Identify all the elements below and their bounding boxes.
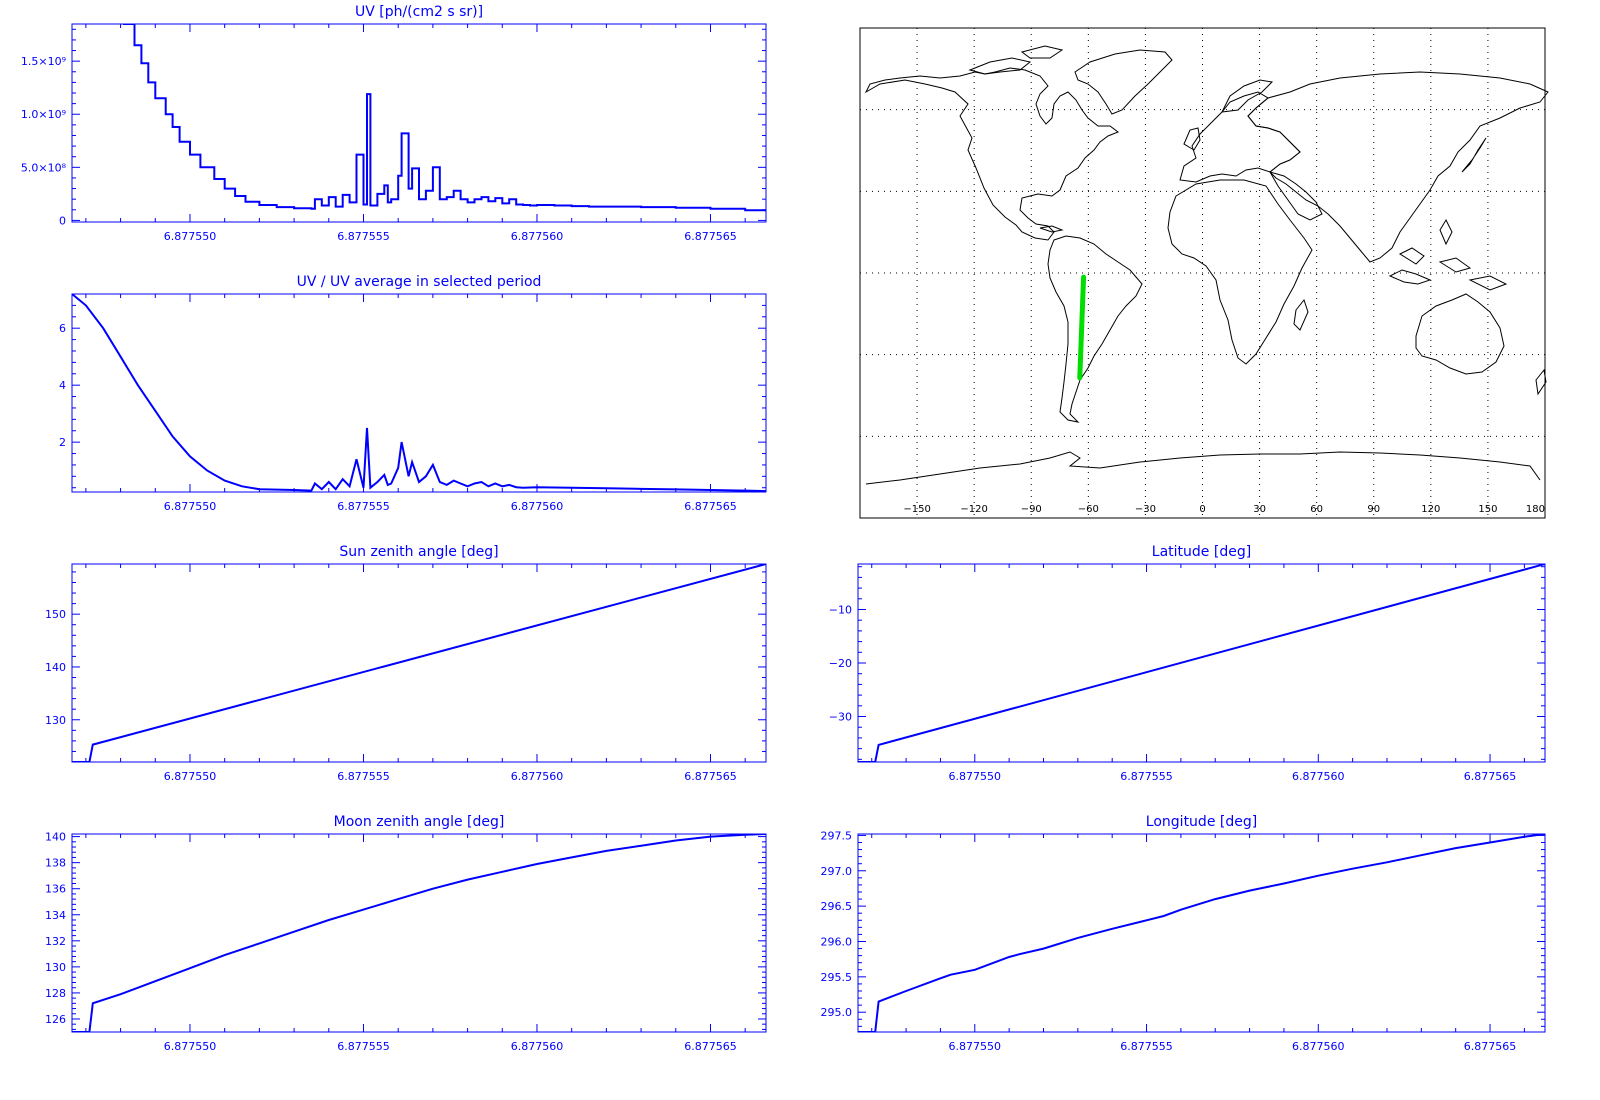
y-tick-label: 297.0 [821,865,853,878]
sun-zenith-chart: Sun zenith angle [deg] 6.877550 6.877555 6.… [45,544,767,783]
y-tick-label: 136 [45,883,66,896]
map-x-tick-label: 0 [1199,504,1205,515]
map-x-tick-label: −30 [1135,504,1156,515]
map-x-tick-label: −120 [960,504,987,515]
y-tick-label: 126 [45,1013,66,1026]
x-tick-label: 6.877560 [511,500,564,513]
x-tick-label: 6.877555 [1120,1040,1173,1053]
x-tick-label: 6.877560 [511,230,564,243]
x-tick-label: 6.877555 [337,230,390,243]
x-tick-label: 6.877550 [164,500,217,513]
x-tick-label: 6.877555 [337,500,390,513]
world-coastlines-icon [864,45,1549,485]
map-x-tick-label: 120 [1421,504,1440,515]
chart-title: UV [ph/(cm2 s sr)] [355,4,483,20]
y-tick-label: 295.5 [821,971,853,984]
map-x-tick-label: −150 [903,504,930,515]
y-tick-label: 2 [59,436,66,449]
plot-frame [71,293,767,493]
y-tick-label: 128 [45,987,66,1000]
map-x-tick-label: 150 [1478,504,1497,515]
chart-title: Moon zenith angle [deg] [334,814,505,830]
y-tick-label: 5.0×10⁸ [21,161,67,174]
y-tick-label: 134 [45,909,66,922]
world-map: −150 −120 −90 −60 −30 0 30 60 90 120 150 180 [859,27,1549,519]
series-line [858,564,1545,762]
y-tick-label: 140 [45,831,66,844]
y-tick-label: 130 [45,714,66,727]
x-tick-label: 6.877560 [511,1040,564,1053]
x-tick-label: 6.877560 [1292,1040,1345,1053]
x-tick-label: 6.877565 [684,1040,737,1053]
map-x-tick-label: 30 [1253,504,1266,515]
x-tick-label: 6.877550 [164,770,217,783]
plot-frame [71,833,767,1033]
y-tick-label: 130 [45,961,66,974]
map-graticule [860,28,1545,518]
x-tick-label: 6.877565 [1464,1040,1517,1053]
x-tick-label: 6.877555 [1120,770,1173,783]
series-line [123,24,766,212]
x-tick-label: 6.877565 [684,500,737,513]
x-tick-label: 6.877555 [337,770,390,783]
moon-zenith-chart: Moon zenith angle [deg] 6.877550 6.877555 6… [45,814,767,1053]
map-x-tick-label: 180 [1526,504,1545,515]
satellite-track [1077,274,1087,381]
y-tick-label: 297.5 [821,829,853,842]
chart-title: Latitude [deg] [1152,544,1251,560]
latitude-chart: Latitude [deg] 6.877550 6.877555 6.877560 6.… [829,544,1546,783]
chart-title: Longitude [deg] [1146,814,1257,830]
y-tick-label: 296.5 [821,900,853,913]
x-tick-label: 6.877550 [164,230,217,243]
y-tick-label: −10 [829,603,852,616]
y-tick-label: 295.0 [821,1006,853,1019]
y-tick-label: 296.0 [821,935,853,948]
y-tick-label: 138 [45,857,66,870]
x-tick-label: 6.877550 [949,770,1002,783]
map-x-tick-label: 60 [1310,504,1323,515]
x-tick-label: 6.877550 [949,1040,1002,1053]
y-tick-label: 132 [45,935,66,948]
x-tick-label: 6.877560 [511,770,564,783]
y-tick-label: 1.0×10⁹ [21,108,66,121]
y-tick-label: 0 [59,214,66,227]
map-x-tick-label: 90 [1367,504,1380,515]
x-tick-label: 6.877555 [337,1040,390,1053]
map-x-tick-label: −90 [1021,504,1042,515]
y-tick-label: 140 [45,661,66,674]
x-tick-label: 6.877565 [684,770,737,783]
plot-frame [71,563,767,763]
plot-frame [857,833,1546,1033]
y-tick-label: −20 [829,657,852,670]
uv-ratio-chart: UV / UV average in selected period 6.8775… [59,274,767,513]
x-tick-label: 6.877565 [1464,770,1517,783]
chart-title: UV / UV average in selected period [297,274,542,290]
y-tick-label: 4 [59,379,66,392]
chart-title: Sun zenith angle [deg] [339,544,498,560]
x-tick-label: 6.877560 [1292,770,1345,783]
map-x-tick-label: −60 [1078,504,1099,515]
y-tick-label: −30 [829,711,852,724]
series-line [858,834,1545,1032]
series-line [72,834,766,1032]
series-line [72,294,766,492]
y-tick-label: 6 [59,322,66,335]
plot-frame [71,23,767,223]
x-tick-label: 6.877565 [684,230,737,243]
series-line [72,564,766,762]
uv-chart: UV [ph/(cm2 s sr)] 6.877550 6.877555 6.8775… [21,4,767,243]
map-longitude-ticks: −150 −120 −90 −60 −30 0 30 60 90 120 150 180 [903,504,1545,515]
longitude-chart: Longitude [deg] 6.877550 6.877555 6.877560 6… [821,814,1546,1053]
x-tick-label: 6.877550 [164,1040,217,1053]
plot-frame [857,563,1546,763]
y-tick-label: 1.5×10⁹ [21,55,66,68]
y-tick-label: 150 [45,608,66,621]
